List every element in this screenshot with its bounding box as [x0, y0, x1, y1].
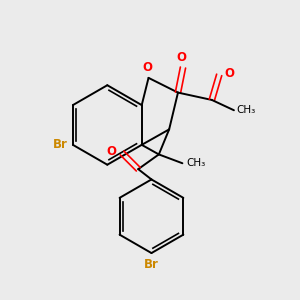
Text: CH₃: CH₃	[237, 105, 256, 115]
Text: O: O	[107, 145, 117, 158]
Text: O: O	[176, 51, 187, 64]
Text: Br: Br	[144, 258, 159, 272]
Text: O: O	[142, 61, 152, 74]
Text: CH₃: CH₃	[186, 158, 205, 168]
Text: Br: Br	[53, 138, 68, 151]
Text: O: O	[224, 67, 235, 80]
